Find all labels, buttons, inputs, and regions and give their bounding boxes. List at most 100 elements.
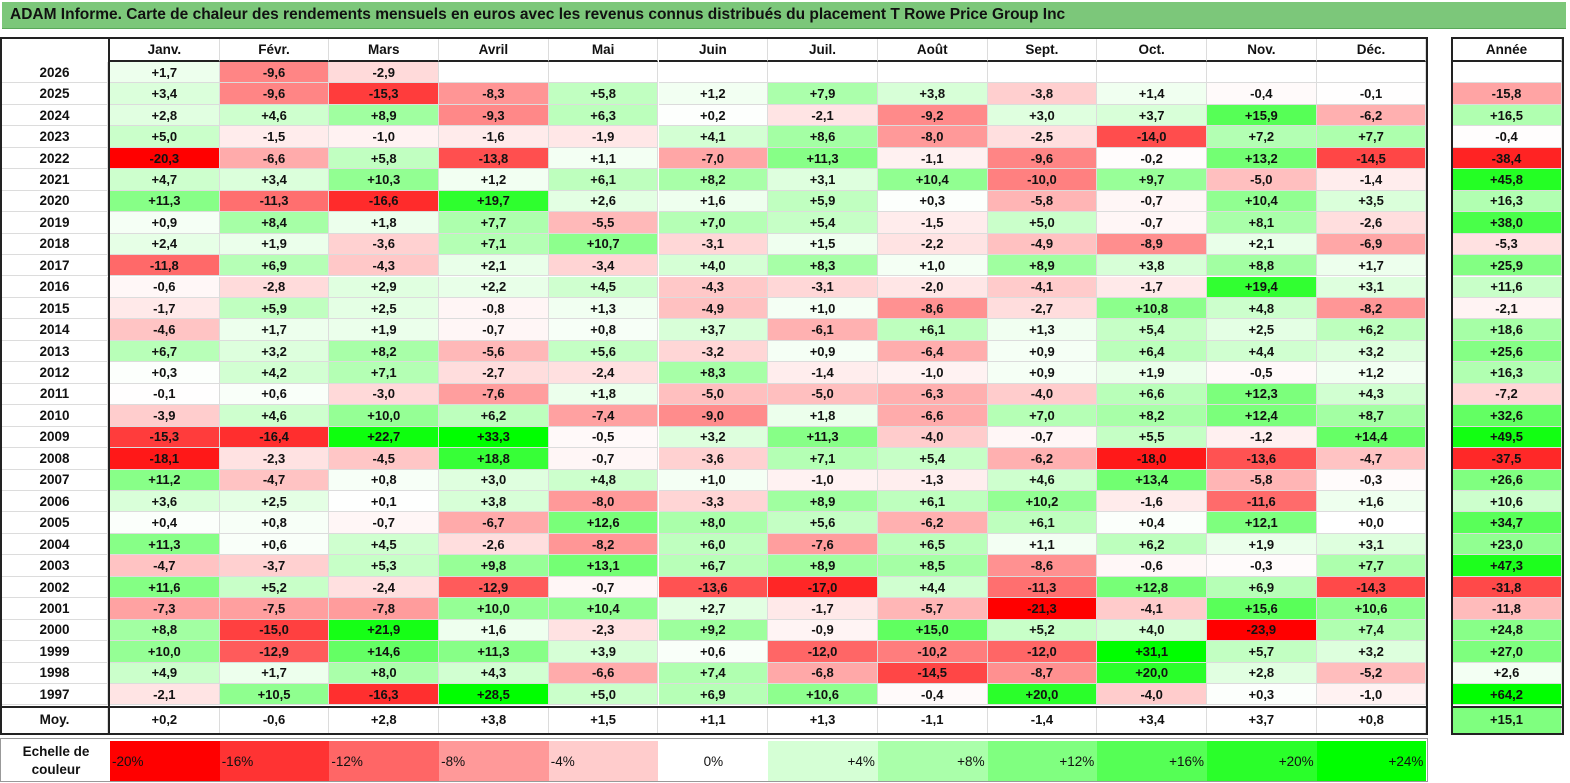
- heatmap-cell: -23,9: [1207, 619, 1317, 642]
- year-label: 2021: [2, 169, 108, 191]
- heatmap-cell: +13,1: [548, 555, 659, 577]
- heatmap-cell: +8,8: [1207, 255, 1317, 277]
- heatmap-cell: -0,8: [439, 297, 549, 320]
- heatmap-cell: -0,1: [110, 383, 220, 406]
- year-total-cell: +10,6: [1452, 491, 1562, 513]
- heatmap-cell: +2,5: [329, 297, 440, 320]
- heatmap-cell: +4,4: [877, 576, 988, 599]
- heatmap-cell: +11,6: [110, 576, 220, 599]
- heatmap-cell: +10,4: [548, 598, 659, 620]
- year-total-cell: +2,6: [1452, 662, 1562, 685]
- year-total-cell: +34,7: [1452, 512, 1562, 534]
- month-header: Janv.: [110, 37, 220, 62]
- heatmap-cell: +4,0: [1097, 619, 1207, 642]
- heatmap-cell: +7,4: [1316, 619, 1427, 642]
- heatmap-cell: +3,2: [1316, 340, 1427, 363]
- heatmap-cell: +1,9: [1097, 362, 1207, 384]
- average-cell: +2,8: [329, 706, 440, 734]
- heatmap-cell: -13,8: [439, 147, 549, 170]
- heatmap-cell: +5,4: [1097, 319, 1207, 341]
- heatmap-cell: -1,7: [768, 598, 878, 620]
- year-label: 2004: [2, 533, 108, 556]
- heatmap-cell: +7,0: [658, 212, 769, 234]
- heatmap-cell: [987, 62, 1098, 84]
- heatmap-cell: +0,3: [110, 362, 220, 384]
- year-total-cell: +26,6: [1452, 469, 1562, 491]
- heatmap-cell: -14,0: [1097, 126, 1207, 148]
- heatmap-cell: +4,0: [658, 255, 769, 277]
- heatmap-cell: -2,6: [439, 533, 549, 556]
- heatmap-cell: -10,0: [987, 169, 1098, 191]
- year-label: 2020: [2, 190, 108, 213]
- heatmap-cell: +6,3: [548, 104, 659, 127]
- year-label: 2012: [2, 362, 108, 384]
- scale-step: +16%: [1097, 741, 1207, 781]
- heatmap-cell: +20,0: [1097, 662, 1207, 685]
- heatmap-cell: +11,3: [768, 426, 878, 449]
- heatmap-cell: +8,9: [768, 555, 878, 577]
- heatmap-cell: +7,1: [439, 233, 549, 256]
- heatmap-cell: -5,8: [1207, 469, 1317, 491]
- year-label: 1997: [2, 684, 108, 706]
- heatmap-cell: +10,0: [439, 598, 549, 620]
- heatmap-cell: +12,6: [548, 512, 659, 534]
- heatmap-cell: -8,0: [548, 491, 659, 513]
- year-label: 2026: [2, 62, 108, 84]
- heatmap-cell: +7,9: [768, 83, 878, 105]
- heatmap-cell: -1,5: [219, 126, 330, 148]
- heatmap-cell: +8,3: [658, 362, 769, 384]
- heatmap-cell: -0,7: [329, 512, 440, 534]
- year-total-cell: +16,3: [1452, 190, 1562, 213]
- average-cell: +0,2: [110, 706, 220, 734]
- heatmap-cell: +1,2: [1316, 362, 1427, 384]
- heatmap-cell: +3,2: [219, 340, 330, 363]
- heatmap-cell: -2,2: [877, 233, 988, 256]
- heatmap-cell: -0,5: [548, 426, 659, 449]
- average-cell: +3,7: [1207, 706, 1317, 734]
- average-cell: +0,8: [1316, 706, 1427, 734]
- heatmap-cell: -0,3: [1207, 555, 1317, 577]
- heatmap-cell: -0,5: [1207, 362, 1317, 384]
- heatmap-cell: +15,6: [1207, 598, 1317, 620]
- average-cell: +1,3: [768, 706, 878, 734]
- heatmap-cell: +5,2: [987, 619, 1098, 642]
- heatmap-cell: +0,6: [658, 641, 769, 663]
- heatmap-cell: -4,3: [658, 276, 769, 298]
- heatmap-cell: -5,0: [1207, 169, 1317, 191]
- heatmap-cell: +2,2: [439, 276, 549, 298]
- heatmap-cell: +2,8: [110, 104, 220, 127]
- heatmap-cell: +10,4: [1207, 190, 1317, 213]
- heatmap-cell: -1,6: [439, 126, 549, 148]
- heatmap-cell: +1,2: [658, 83, 769, 105]
- heatmap-cell: -4,7: [219, 469, 330, 491]
- heatmap-cell: +0,0: [1316, 512, 1427, 534]
- heatmap-cell: -8,2: [1316, 297, 1427, 320]
- heatmap-cell: +5,9: [219, 297, 330, 320]
- heatmap-cell: +1,4: [1097, 83, 1207, 105]
- heatmap-cell: -9,0: [658, 405, 769, 427]
- heatmap-cell: +1,8: [329, 212, 440, 234]
- color-scale-label: Echelle de couleur: [22, 744, 90, 777]
- heatmap-cell: -3,7: [219, 555, 330, 577]
- heatmap-cell: -15,3: [110, 426, 220, 449]
- year-label: 2008: [2, 448, 108, 470]
- heatmap-cell: -1,0: [877, 362, 988, 384]
- heatmap-cell: -3,8: [987, 83, 1098, 105]
- year-total-cell: +32,6: [1452, 405, 1562, 427]
- heatmap-cell: +1,6: [439, 619, 549, 642]
- heatmap-cell: -15,0: [219, 619, 330, 642]
- heatmap-cell: +8,4: [219, 212, 330, 234]
- heatmap-cell: -1,6: [1097, 491, 1207, 513]
- heatmap-cell: +5,2: [219, 576, 330, 599]
- heatmap-cell: +8,8: [110, 619, 220, 642]
- year-label: 2024: [2, 104, 108, 127]
- heatmap-cell: +2,1: [439, 255, 549, 277]
- heatmap-cell: +10,6: [768, 684, 878, 706]
- heatmap-cell: [1207, 62, 1317, 84]
- heatmap-cell: +12,4: [1207, 405, 1317, 427]
- heatmap-cell: +3,8: [877, 83, 988, 105]
- heatmap-cell: -5,6: [439, 340, 549, 363]
- year-total-cell: -2,1: [1452, 297, 1562, 320]
- heatmap-cell: -6,2: [877, 512, 988, 534]
- heatmap-cell: -16,3: [329, 684, 440, 706]
